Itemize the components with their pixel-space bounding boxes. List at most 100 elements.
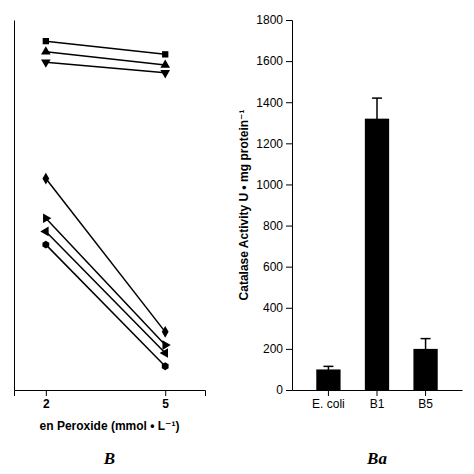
marker (160, 59, 170, 67)
error-cap (372, 138, 382, 140)
tick-label: B1 (370, 397, 385, 411)
page: {"chart_data": [ {"type": "line", "x_lab… (0, 0, 474, 474)
tick: B5 (418, 390, 433, 411)
tick: 0 (276, 383, 292, 397)
tick-label: 0 (276, 383, 283, 397)
annotation: Ba (366, 449, 387, 468)
tick-label: 2 (43, 397, 50, 411)
error-cap (323, 366, 333, 368)
bar (365, 119, 389, 390)
marker (162, 51, 168, 57)
tick-label: 1800 (256, 13, 283, 27)
error-cap (323, 372, 333, 374)
tick: 600 (263, 260, 292, 274)
tick-mark (286, 184, 292, 185)
tick: 5 (162, 390, 169, 411)
tick-mark (46, 390, 47, 396)
marker (162, 340, 170, 350)
tick: 800 (263, 219, 292, 233)
tick-mark (286, 390, 292, 391)
series (41, 60, 170, 79)
series (43, 38, 169, 58)
tick-label: 1200 (256, 137, 283, 151)
marker (42, 173, 49, 185)
tick: 1000 (256, 178, 292, 192)
marker (160, 70, 170, 78)
axis-line (286, 21, 293, 391)
tick-mark (286, 308, 292, 309)
tick-mark (286, 143, 292, 144)
line (46, 179, 165, 332)
tick: 2 (43, 390, 50, 411)
line (46, 62, 165, 73)
tick-label: 600 (263, 260, 283, 274)
series (43, 213, 171, 349)
tick-mark (328, 390, 329, 396)
chart: 25en Peroxide (mmol • L⁻¹)BE. coliB1B502… (0, 0, 474, 474)
axis (14, 21, 15, 391)
y-axis-title: Catalase Activity U • mg protein⁻¹ (237, 110, 251, 301)
tick-mark (377, 390, 378, 396)
error-line (328, 366, 330, 372)
series (40, 227, 168, 358)
axis: 25 (15, 390, 206, 411)
line (46, 218, 165, 345)
line (46, 52, 165, 65)
marker (162, 326, 169, 338)
x-axis-title: en Peroxide (mmol • L⁻¹) (40, 419, 180, 433)
tick: 1400 (256, 96, 292, 110)
tick-label: E. coli (312, 397, 345, 411)
axis-line (15, 391, 206, 397)
tick: E. coli (312, 390, 345, 411)
tick-label: 1600 (256, 54, 283, 68)
marker (40, 227, 48, 237)
tick-label: B5 (418, 397, 433, 411)
plot-area (40, 38, 170, 370)
tick-mark (286, 267, 292, 268)
axis: 0 200 400 600 800 1000 1200 1400 1600 1800 (256, 13, 292, 397)
tick-label: 400 (263, 301, 283, 315)
tick: 1200 (256, 137, 292, 151)
tick-label: 1000 (256, 178, 283, 192)
tick-mark (286, 102, 292, 103)
tick: B1 (370, 390, 385, 411)
tick-mark (165, 390, 166, 396)
marker (160, 348, 168, 358)
tick-mark (425, 390, 426, 396)
axis-line (14, 21, 15, 391)
marker (43, 38, 49, 44)
axis: E. coli B1 B5 (293, 390, 463, 411)
line (46, 231, 165, 353)
tick-mark (286, 20, 292, 21)
tick-label: 800 (263, 219, 283, 233)
tick-label: 200 (263, 342, 283, 356)
error-line (425, 339, 427, 360)
marker (42, 241, 49, 249)
bar (316, 369, 340, 390)
marker (162, 362, 169, 370)
error-cap (372, 97, 382, 99)
tick: 1600 (256, 54, 292, 68)
line (46, 41, 165, 54)
marker (41, 60, 51, 68)
error-line (376, 98, 378, 139)
marker (41, 46, 51, 54)
error-bar (323, 366, 333, 372)
error-bar (372, 98, 382, 139)
tick-mark (286, 226, 292, 227)
tick-label: 1400 (256, 96, 283, 110)
error-bar (421, 339, 431, 360)
tick: 200 (263, 342, 292, 356)
error-cap (421, 358, 431, 360)
plot-area (316, 98, 437, 390)
marker (43, 213, 51, 223)
series (42, 241, 168, 370)
series (41, 46, 170, 68)
line (46, 245, 165, 367)
tick: 1800 (256, 13, 292, 27)
tick-label: 5 (162, 397, 169, 411)
tick: 400 (263, 301, 292, 315)
series (42, 173, 168, 338)
tick-mark (286, 61, 292, 62)
error-cap (421, 338, 431, 340)
